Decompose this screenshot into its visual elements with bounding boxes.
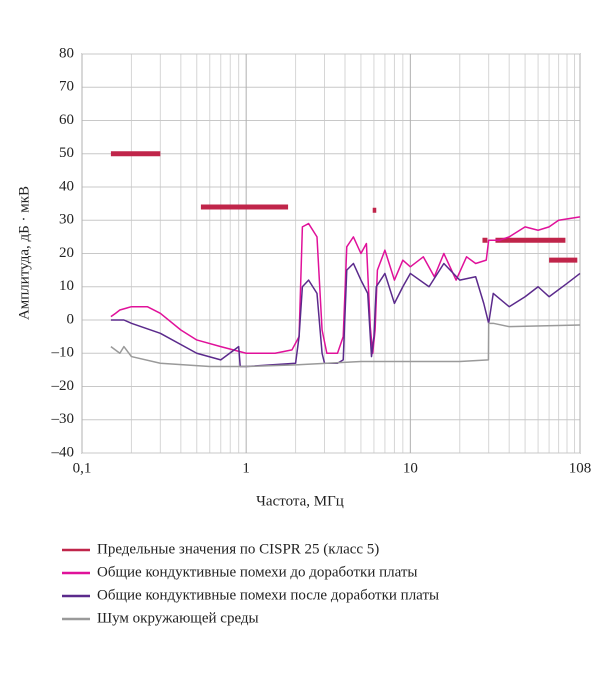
y-tick-label: 30 (59, 212, 74, 228)
y-tick-label: 70 (59, 79, 74, 95)
legend-label: Общие кондуктивные помехи до доработки п… (97, 564, 418, 580)
series-line (110, 262, 581, 368)
legend-label: Шум окружающей среды (97, 610, 259, 626)
y-tick-label: 0 (67, 311, 75, 327)
x-tick-label: 108 (569, 460, 592, 476)
y-tick-label: –10 (51, 345, 75, 361)
series-line (110, 322, 581, 368)
y-tick-label: –30 (51, 411, 75, 427)
y-tick-label: 50 (59, 145, 74, 161)
x-axis-label: Частота, МГц (256, 493, 344, 509)
y-tick-label: 40 (59, 178, 74, 194)
x-tick-label: 0,1 (73, 460, 92, 476)
y-tick-label: 60 (59, 112, 74, 128)
x-tick-label: 1 (242, 460, 250, 476)
legend-label: Предельные значения по CISPR 25 (класс 5… (97, 541, 379, 557)
y-tick-label: –40 (51, 444, 75, 460)
legend-label: Общие кондуктивные помехи после доработк… (97, 587, 439, 603)
limit-line (110, 151, 578, 263)
y-tick-label: 80 (59, 45, 74, 61)
y-tick-label: –20 (51, 378, 75, 394)
x-tick-label: 10 (403, 460, 418, 476)
series-line (110, 216, 581, 354)
y-tick-label: 20 (59, 245, 74, 261)
y-axis-label: Амплитуда, дБ · мкВ (16, 186, 32, 320)
y-tick-label: 10 (59, 278, 74, 294)
